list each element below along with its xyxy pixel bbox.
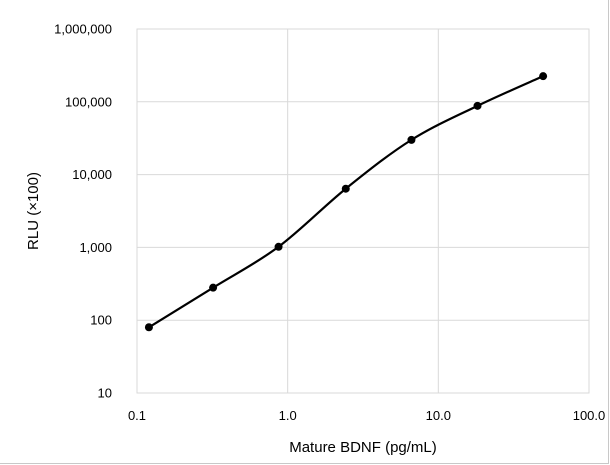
data-point	[341, 184, 350, 193]
x-axis-title: Mature BDNF (pg/mL)	[289, 439, 437, 456]
data-point	[209, 283, 218, 292]
series-line	[148, 75, 544, 329]
y-axis: 10 100 1,000 10,000 100,000 1,000,000	[54, 22, 112, 401]
y-tick-label: 1,000,000	[54, 22, 112, 37]
x-tick-label: 100.0	[573, 408, 606, 423]
x-axis: 0.1 1.0 10.0 100.0	[128, 408, 605, 423]
plot-area	[136, 28, 590, 394]
grid	[136, 28, 590, 394]
y-tick-label: 10	[98, 386, 112, 401]
y-tick-label: 10,000	[72, 167, 112, 182]
data-point	[144, 323, 153, 332]
y-tick-label: 100	[90, 313, 112, 328]
data-points	[144, 72, 548, 332]
y-tick-label: 100,000	[65, 94, 112, 109]
data-point	[539, 72, 548, 81]
data-point	[473, 101, 482, 110]
y-tick-label: 1,000	[79, 240, 112, 255]
data-point	[274, 242, 283, 251]
y-axis-title: RLU (×100)	[25, 172, 42, 250]
x-tick-label: 0.1	[128, 408, 146, 423]
x-tick-label: 1.0	[279, 408, 297, 423]
data-point	[407, 135, 416, 144]
x-tick-label: 10.0	[426, 408, 451, 423]
